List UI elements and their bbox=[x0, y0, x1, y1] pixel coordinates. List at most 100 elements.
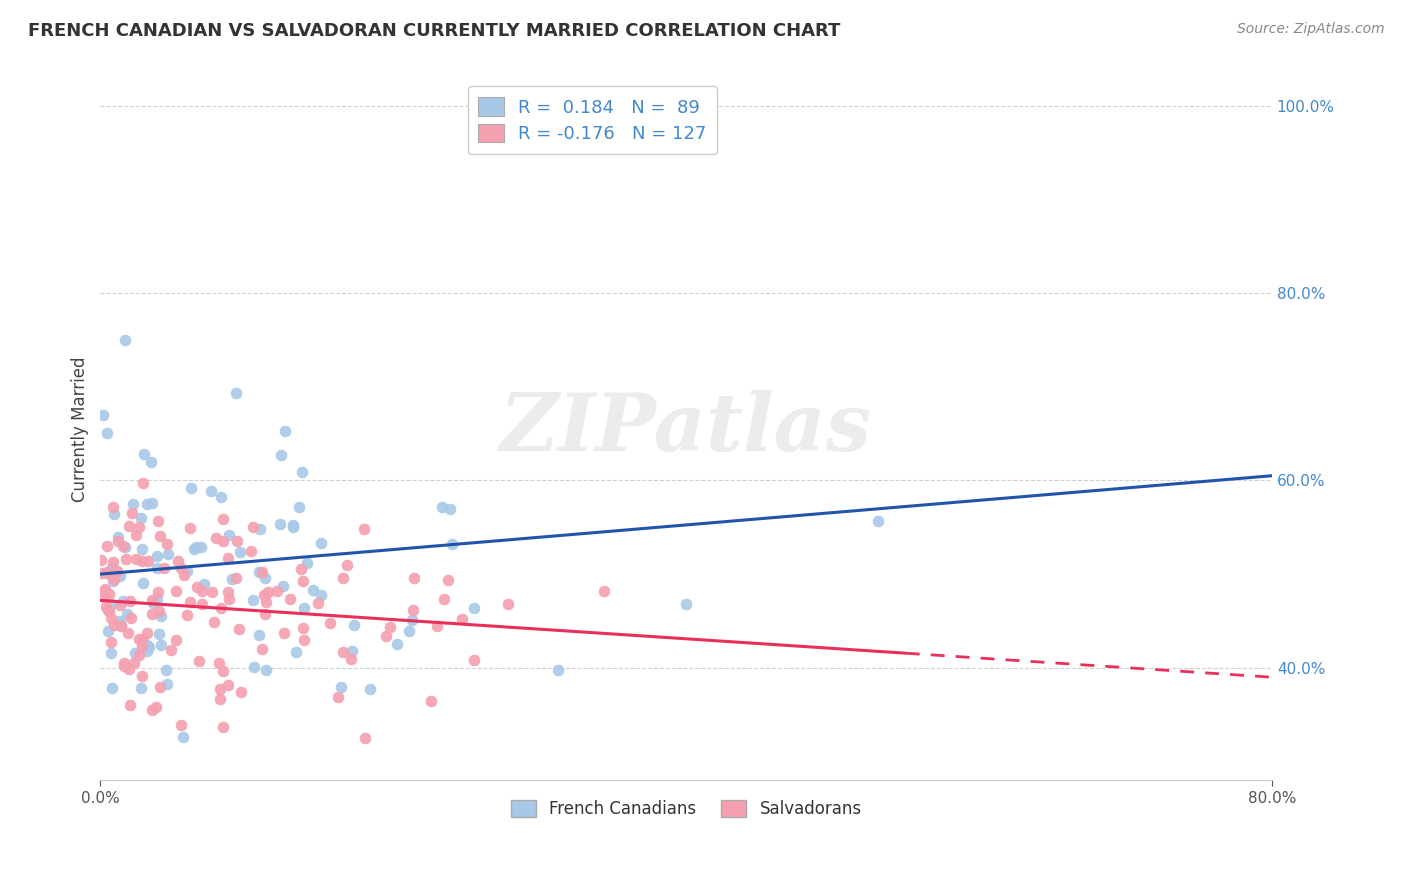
Point bbox=[292, 574, 315, 588]
Point bbox=[193, 577, 215, 591]
Point bbox=[125, 552, 148, 566]
Point bbox=[359, 682, 381, 697]
Point bbox=[112, 659, 135, 673]
Point bbox=[866, 515, 889, 529]
Point bbox=[307, 596, 329, 610]
Point bbox=[228, 622, 250, 636]
Point bbox=[131, 510, 153, 524]
Point bbox=[145, 700, 167, 714]
Point bbox=[125, 528, 148, 542]
Point bbox=[148, 585, 170, 599]
Point bbox=[291, 621, 314, 635]
Point bbox=[156, 547, 179, 561]
Point bbox=[247, 565, 270, 579]
Point bbox=[191, 583, 214, 598]
Point bbox=[131, 669, 153, 683]
Point bbox=[404, 571, 426, 585]
Point bbox=[309, 588, 332, 602]
Point bbox=[218, 528, 240, 542]
Point bbox=[433, 592, 456, 607]
Point bbox=[150, 609, 173, 624]
Point bbox=[114, 333, 136, 347]
Point bbox=[273, 625, 295, 640]
Point bbox=[200, 483, 222, 498]
Point bbox=[108, 615, 131, 629]
Point bbox=[135, 638, 157, 652]
Point bbox=[402, 603, 425, 617]
Point bbox=[103, 508, 125, 522]
Point bbox=[94, 583, 117, 598]
Point bbox=[330, 681, 353, 695]
Point bbox=[93, 590, 115, 604]
Point bbox=[128, 648, 150, 663]
Point bbox=[186, 580, 208, 594]
Point bbox=[101, 555, 124, 569]
Point bbox=[131, 476, 153, 491]
Point bbox=[354, 731, 377, 745]
Point bbox=[93, 408, 115, 422]
Point bbox=[131, 632, 153, 647]
Point bbox=[221, 573, 243, 587]
Point bbox=[250, 642, 273, 657]
Point bbox=[420, 694, 443, 708]
Point bbox=[111, 539, 134, 553]
Point bbox=[98, 587, 121, 601]
Point bbox=[100, 560, 122, 574]
Point bbox=[254, 663, 277, 677]
Point bbox=[131, 681, 153, 695]
Point bbox=[153, 561, 176, 575]
Text: ZIPatlas: ZIPatlas bbox=[501, 390, 872, 467]
Point bbox=[319, 615, 342, 630]
Point bbox=[101, 574, 124, 588]
Point bbox=[141, 593, 163, 607]
Point bbox=[155, 664, 177, 678]
Point bbox=[100, 635, 122, 649]
Point bbox=[131, 640, 153, 654]
Point bbox=[165, 584, 187, 599]
Point bbox=[96, 599, 118, 614]
Point bbox=[302, 582, 325, 597]
Point bbox=[136, 644, 159, 658]
Point bbox=[209, 600, 232, 615]
Point bbox=[229, 545, 252, 559]
Point bbox=[100, 611, 122, 625]
Point bbox=[96, 425, 118, 440]
Point bbox=[208, 682, 231, 697]
Point bbox=[142, 596, 165, 610]
Point bbox=[114, 540, 136, 554]
Point bbox=[254, 595, 277, 609]
Point bbox=[179, 594, 201, 608]
Point bbox=[257, 585, 280, 599]
Point bbox=[111, 593, 134, 607]
Point bbox=[675, 597, 697, 611]
Point bbox=[173, 568, 195, 582]
Point bbox=[188, 654, 211, 668]
Point bbox=[146, 560, 169, 574]
Point bbox=[290, 562, 312, 576]
Point bbox=[104, 567, 127, 582]
Point bbox=[115, 551, 138, 566]
Point bbox=[340, 643, 363, 657]
Text: Source: ZipAtlas.com: Source: ZipAtlas.com bbox=[1237, 22, 1385, 37]
Point bbox=[309, 536, 332, 550]
Point bbox=[166, 632, 188, 647]
Point bbox=[441, 536, 464, 550]
Point bbox=[122, 498, 145, 512]
Point bbox=[226, 533, 249, 548]
Point bbox=[141, 703, 163, 717]
Point bbox=[211, 664, 233, 678]
Point bbox=[180, 481, 202, 495]
Point bbox=[343, 618, 366, 632]
Point bbox=[242, 593, 264, 607]
Point bbox=[149, 680, 172, 694]
Point bbox=[209, 490, 232, 504]
Point bbox=[131, 576, 153, 591]
Point bbox=[212, 512, 235, 526]
Point bbox=[292, 601, 315, 615]
Point bbox=[108, 598, 131, 612]
Point bbox=[186, 540, 208, 554]
Point bbox=[225, 386, 247, 401]
Point bbox=[426, 619, 449, 633]
Point bbox=[105, 565, 128, 579]
Point bbox=[121, 506, 143, 520]
